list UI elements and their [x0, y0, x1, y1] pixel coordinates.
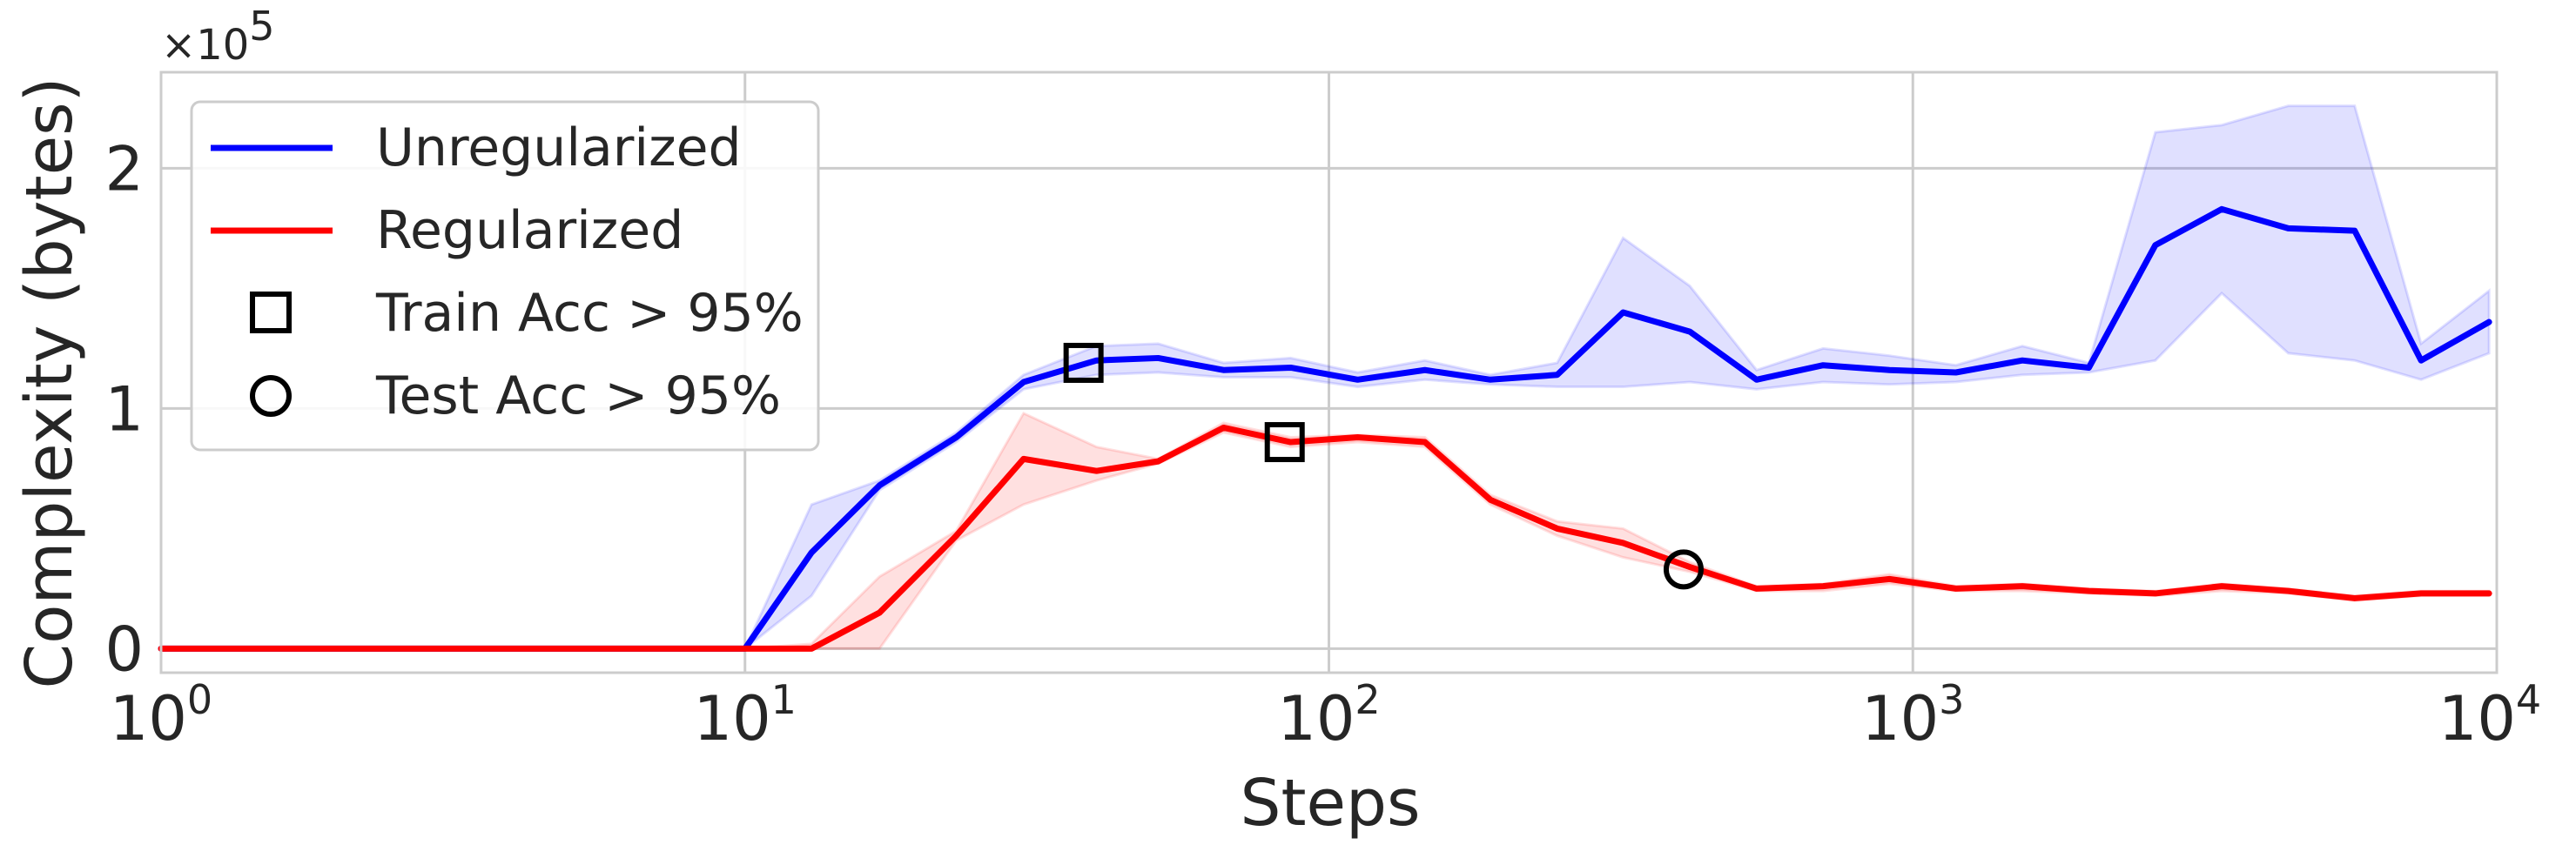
y-multiplier-base: ×10: [161, 21, 249, 70]
test-acc-circle-marker-0: [1663, 549, 1704, 590]
y-axis-label: Complexity (bytes): [12, 77, 87, 688]
x-tick-label-4: 104: [2438, 676, 2541, 754]
x-tick-label-0: 100: [110, 676, 212, 754]
series-line-0: [158, 205, 2492, 652]
series-line-1: [158, 424, 2492, 652]
series-lines: [158, 205, 2492, 652]
x-axis-label: Steps: [1240, 766, 1420, 841]
x-tick-label-2: 102: [1277, 676, 1380, 754]
y-tick-label-1: 1: [104, 373, 144, 445]
y-tick-label-2: 2: [104, 133, 144, 205]
train-acc-square-marker-0: [1063, 342, 1104, 383]
x-tick-label-3: 103: [1861, 676, 1964, 754]
milestone-markers: [1063, 342, 1704, 590]
plot-frame: [159, 70, 2499, 674]
legend-circle-icon: [250, 375, 292, 417]
legend-box: [190, 100, 820, 452]
y-tick-labels: 0 1 2: [104, 133, 144, 685]
x-tick-labels: 100 101 102 103 104: [110, 676, 2541, 754]
y-multiplier-exponent: 5: [249, 3, 274, 50]
train-acc-square-marker-1: [1264, 422, 1305, 463]
x-tick-label-1: 101: [694, 676, 797, 754]
legend: Unregularized Regularized Train Acc > 95…: [190, 100, 820, 452]
y-tick-label-0: 0: [104, 614, 144, 685]
legend-label-test-acc: Test Acc > 95%: [375, 365, 781, 426]
legend-label-unregularized: Unregularized: [376, 117, 742, 178]
legend-label-regularized: Regularized: [376, 200, 683, 261]
legend-label-train-acc: Train Acc > 95%: [375, 283, 804, 344]
y-multiplier: ×105: [161, 3, 275, 70]
legend-square-icon: [250, 292, 292, 333]
